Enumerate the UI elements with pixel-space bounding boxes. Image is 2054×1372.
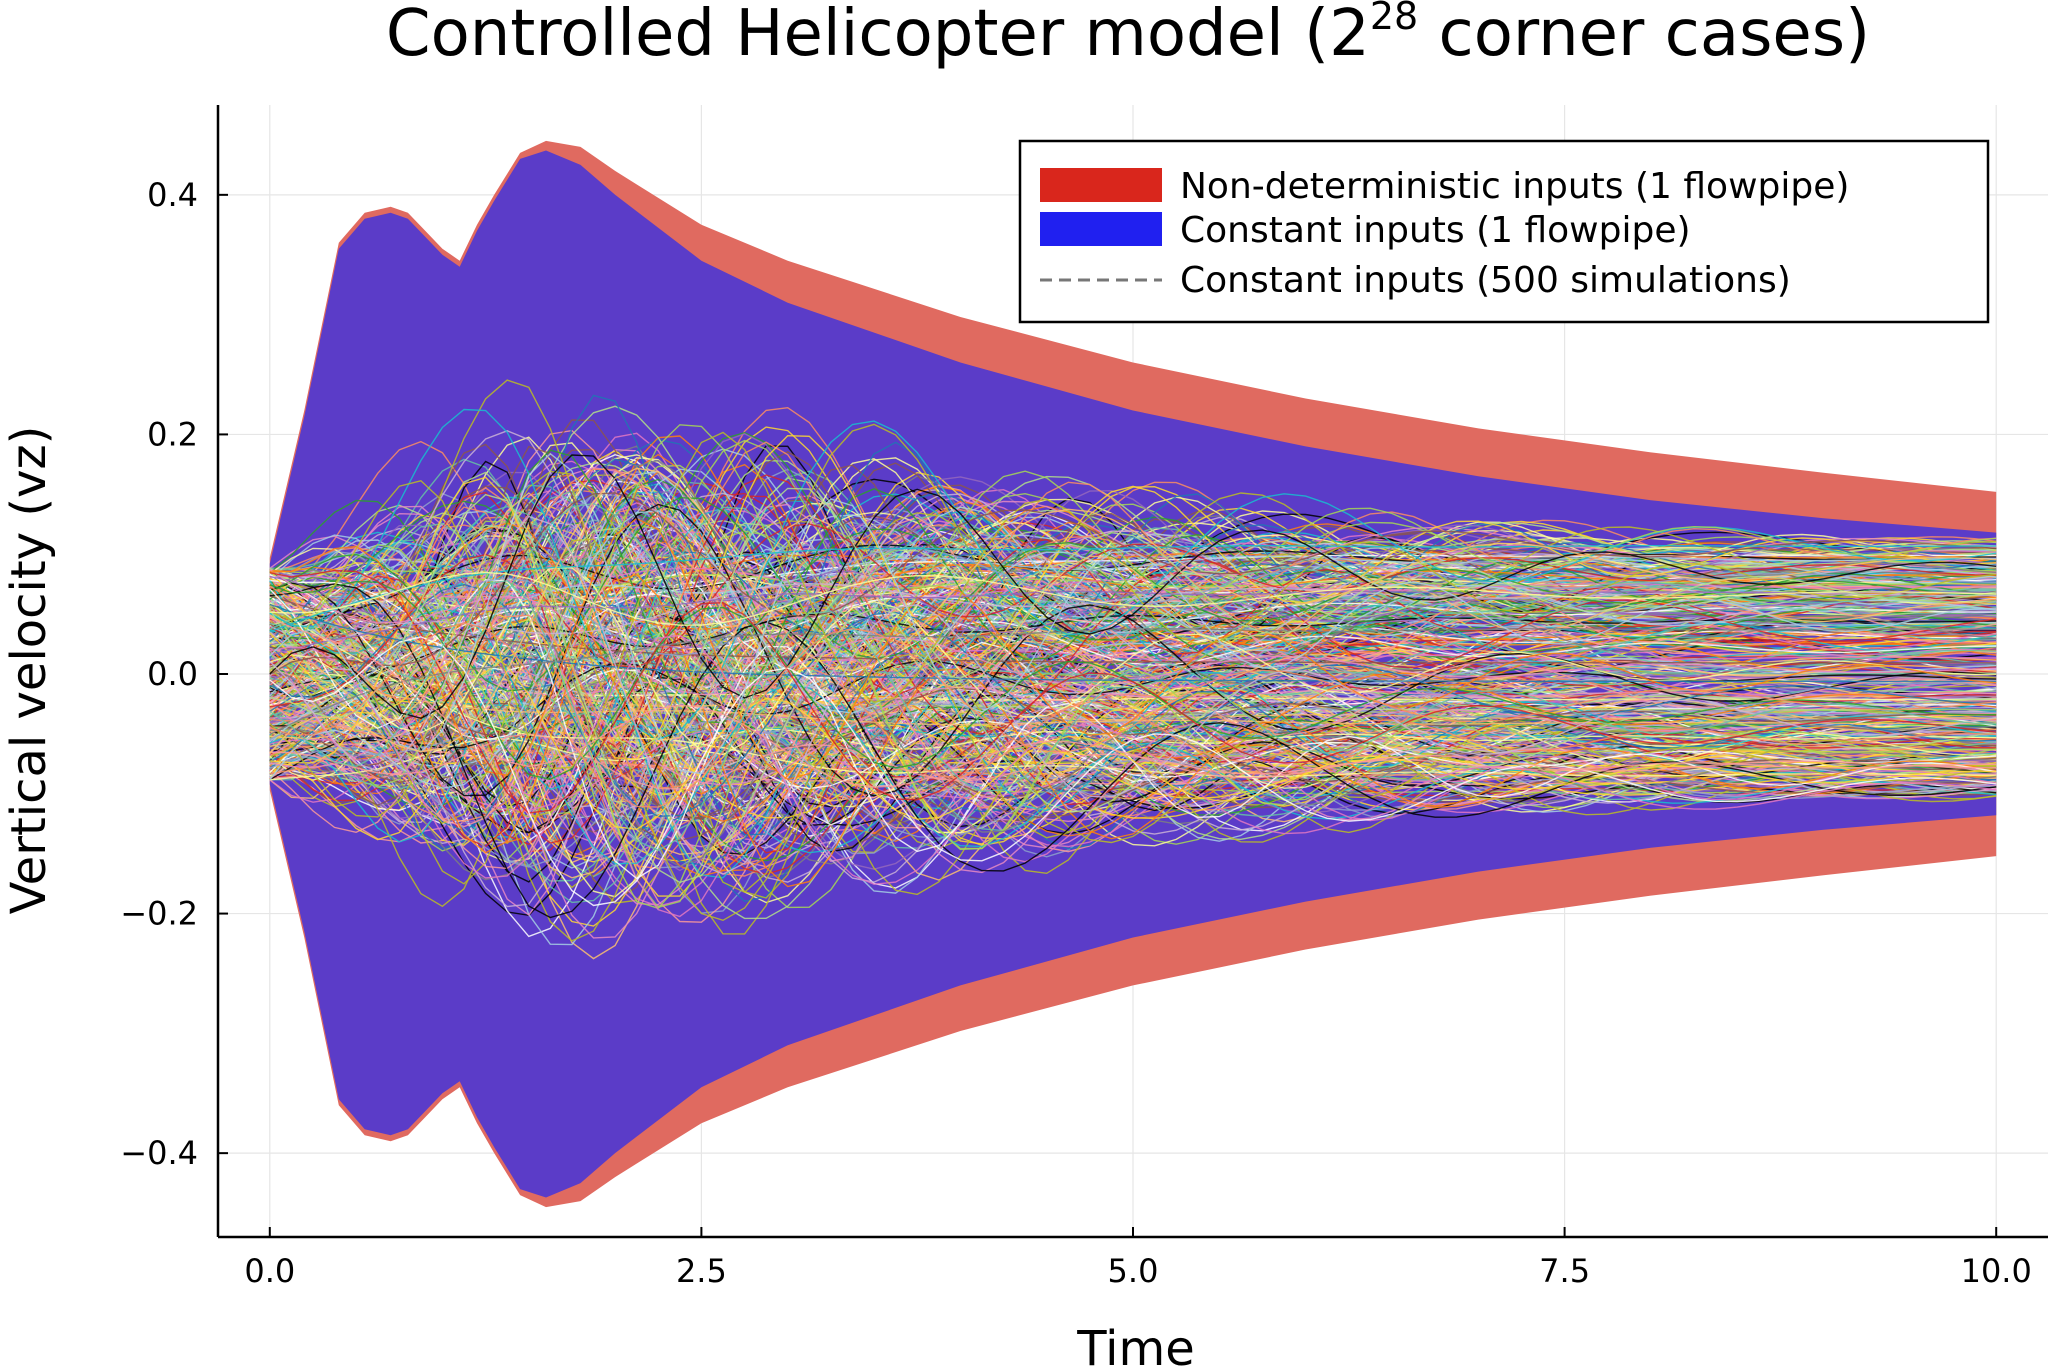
x-tick-label: 0.0: [244, 1252, 295, 1290]
simulation-trace: [269, 527, 1997, 684]
simulation-trace: [269, 545, 1997, 633]
simulation-trace: [269, 616, 1997, 788]
simulation-trace: [269, 492, 1997, 742]
simulation-lines: [269, 379, 1997, 960]
legend-swatch-constant-flowpipe: [1040, 212, 1162, 246]
simulation-trace: [269, 603, 1997, 633]
simulation-trace: [269, 431, 1997, 770]
simulation-trace: [269, 568, 1997, 780]
legend: Non-deterministic inputs (1 flowpipe) Co…: [1018, 139, 1990, 324]
simulation-trace: [269, 703, 1997, 765]
simulation-trace: [269, 592, 1997, 879]
simulation-trace: [269, 700, 1997, 786]
simulation-trace: [269, 578, 1997, 918]
x-tick-label: 10.0: [1961, 1252, 2032, 1290]
simulation-trace: [269, 580, 1997, 865]
simulation-trace: [269, 448, 1997, 763]
simulation-trace: [269, 670, 1997, 786]
simulation-trace: [269, 524, 1997, 884]
tick-labels: 0.0 2.5 5.0 7.5 10.0 −0.4 −0.2 0.0 0.2 0.4: [120, 176, 2032, 1290]
simulation-trace: [269, 623, 1997, 868]
simulation-trace: [269, 452, 1997, 775]
y-tick-label: 0.2: [147, 415, 198, 453]
y-tick-label: 0.0: [147, 655, 198, 693]
simulation-trace: [269, 585, 1997, 790]
y-tick-label: −0.2: [120, 895, 198, 933]
x-tick-label: 5.0: [1108, 1252, 1159, 1290]
chart-title-end: corner cases): [1418, 0, 1870, 71]
simulation-trace: [269, 547, 1997, 795]
simulation-trace: [269, 454, 1997, 719]
simulation-trace: [269, 434, 1997, 764]
x-tick-label: 2.5: [676, 1252, 727, 1290]
simulation-trace: [269, 487, 1997, 752]
simulation-trace: [269, 634, 1997, 885]
simulation-trace: [269, 583, 1997, 818]
simulation-trace: [269, 612, 1997, 766]
simulation-trace: [269, 430, 1997, 769]
legend-label-constant-flowpipe: Constant inputs (1 flowpipe): [1180, 210, 1691, 251]
simulation-trace: [269, 571, 1997, 822]
simulation-trace: [269, 424, 1997, 735]
simulation-trace: [269, 503, 1997, 797]
x-tick-label: 7.5: [1539, 1252, 1590, 1290]
legend-box: [1018, 139, 1990, 324]
axes: [216, 105, 2048, 1239]
simulation-trace: [269, 515, 1997, 875]
simulation-trace: [269, 579, 1997, 852]
simulation-trace: [269, 622, 1997, 808]
chart-title: Controlled Helicopter model (228 corner …: [386, 0, 1870, 71]
simulation-trace: [269, 459, 1997, 766]
simulation-trace: [269, 571, 1997, 626]
simulation-trace: [269, 671, 1997, 756]
simulation-trace: [269, 568, 1997, 842]
legend-label-nondeterministic: Non-deterministic inputs (1 flowpipe): [1180, 166, 1849, 207]
simulation-trace: [269, 624, 1997, 747]
chart-title-main: Controlled Helicopter model (2: [386, 0, 1370, 71]
y-tick-label: −0.4: [120, 1134, 198, 1172]
simulation-trace: [269, 492, 1997, 675]
simulation-trace: [269, 462, 1997, 627]
simulation-trace: [269, 502, 1997, 682]
simulation-trace: [269, 567, 1997, 922]
simulation-trace: [269, 632, 1997, 830]
simulation-trace: [269, 628, 1997, 736]
simulation-trace: [269, 433, 1997, 747]
y-tick-label: 0.4: [147, 176, 198, 214]
simulation-trace: [269, 567, 1997, 870]
simulation-trace: [269, 470, 1997, 810]
simulation-trace: [269, 510, 1997, 789]
chart-title-superscript: 28: [1370, 0, 1418, 38]
simulation-trace: [269, 467, 1997, 754]
simulation-trace: [269, 540, 1997, 828]
legend-swatch-nondeterministic: [1040, 168, 1162, 202]
x-axis-label: Time: [1076, 1321, 1194, 1372]
simulation-trace: [269, 625, 1997, 872]
simulation-trace: [269, 638, 1997, 883]
simulation-trace: [269, 552, 1997, 790]
simulation-trace: [269, 603, 1997, 683]
simulation-trace: [269, 636, 1997, 907]
simulation-trace: [269, 566, 1997, 888]
simulation-trace: [269, 583, 1997, 919]
legend-label-simulations: Constant inputs (500 simulations): [1180, 260, 1791, 301]
simulation-trace: [269, 602, 1997, 778]
y-axis-label: Vertical velocity (vz): [1, 426, 57, 915]
simulation-trace: [269, 584, 1997, 617]
